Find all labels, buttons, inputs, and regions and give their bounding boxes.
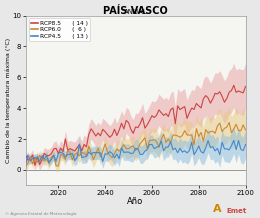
Legend: RCP8.5      ( 14 ), RCP6.0      (  6 ), RCP4.5      ( 13 ): RCP8.5 ( 14 ), RCP6.0 ( 6 ), RCP4.5 ( 13… — [29, 19, 90, 41]
Text: © Agencia Estatal de Meteorología: © Agencia Estatal de Meteorología — [5, 212, 77, 216]
Y-axis label: Cambio de la temperatura máxima (°C): Cambio de la temperatura máxima (°C) — [5, 38, 11, 163]
X-axis label: Año: Año — [127, 197, 144, 206]
Text: ANUAL: ANUAL — [124, 9, 147, 15]
Text: Emet: Emet — [226, 208, 246, 214]
Title: PAÍS VASCO: PAÍS VASCO — [103, 5, 168, 15]
Text: A: A — [213, 204, 222, 214]
